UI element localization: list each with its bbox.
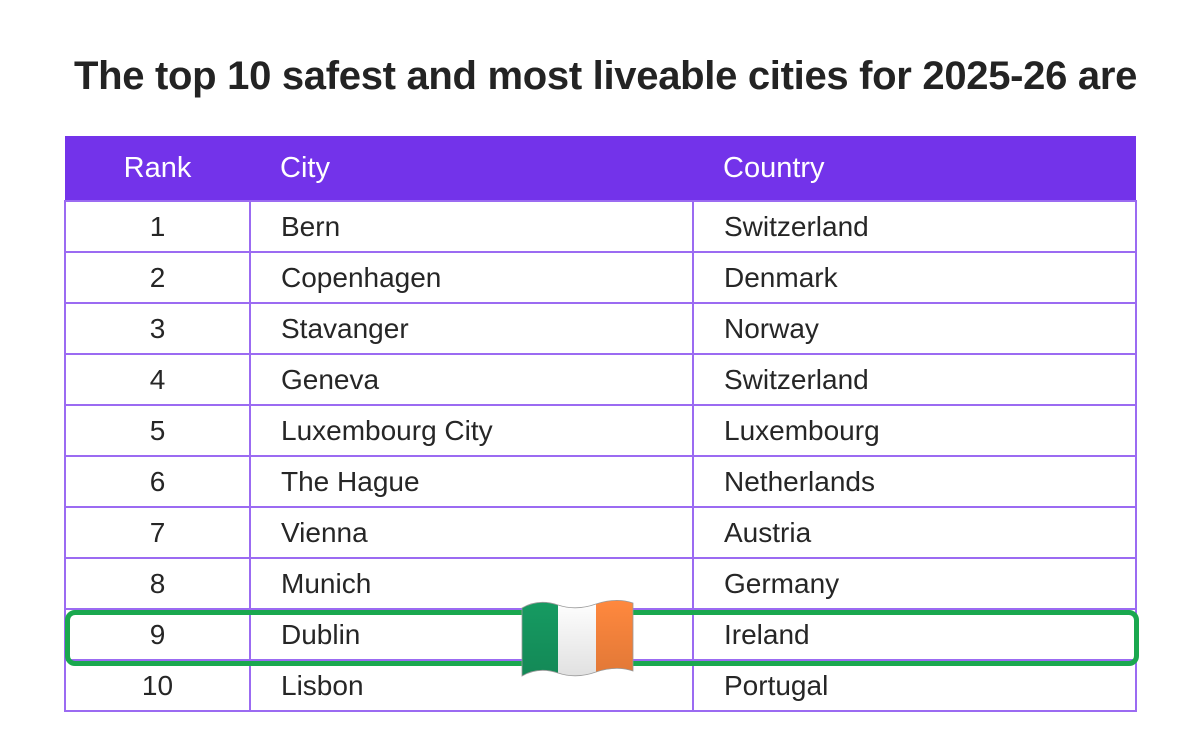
- table-row: 8 Munich Germany: [64, 557, 1137, 610]
- table-row: 3 Stavanger Norway: [64, 302, 1137, 355]
- country-cell: Ireland: [692, 608, 1137, 661]
- rankings-table: Rank City Country 1 Bern Switzerland 2 C…: [64, 136, 1137, 712]
- country-cell: Norway: [692, 302, 1137, 355]
- table-row: 7 Vienna Austria: [64, 506, 1137, 559]
- rank-cell: 3: [64, 302, 251, 355]
- city-cell: Luxembourg City: [249, 404, 694, 457]
- rank-cell: 7: [64, 506, 251, 559]
- table-row: 2 Copenhagen Denmark: [64, 251, 1137, 304]
- city-cell: Stavanger: [249, 302, 694, 355]
- rank-cell: 4: [64, 353, 251, 406]
- table-row: 1 Bern Switzerland: [64, 200, 1137, 253]
- country-cell: Germany: [692, 557, 1137, 610]
- country-cell: Austria: [692, 506, 1137, 559]
- column-header-rank: Rank: [123, 151, 192, 184]
- column-header-city: City: [280, 151, 330, 184]
- country-cell: Portugal: [692, 659, 1137, 712]
- city-cell: Munich: [249, 557, 694, 610]
- table-row-highlighted: 9 Dublin Ireland: [64, 608, 1137, 661]
- page-title: The top 10 safest and most liveable citi…: [74, 54, 1138, 98]
- country-cell: Luxembourg: [692, 404, 1137, 457]
- city-cell: Copenhagen: [249, 251, 694, 304]
- country-cell: Netherlands: [692, 455, 1137, 508]
- city-cell: The Hague: [249, 455, 694, 508]
- rank-cell: 8: [64, 557, 251, 610]
- city-cell: Dublin: [249, 608, 694, 661]
- country-cell: Switzerland: [692, 200, 1137, 253]
- table-row: 5 Luxembourg City Luxembourg: [64, 404, 1137, 457]
- rank-cell: 5: [64, 404, 251, 457]
- table-header-row: Rank City Country: [65, 136, 1136, 201]
- rank-cell: 9: [64, 608, 251, 661]
- city-cell: Geneva: [249, 353, 694, 406]
- country-cell: Denmark: [692, 251, 1137, 304]
- table-row: 6 The Hague Netherlands: [64, 455, 1137, 508]
- table-row: 10 Lisbon Portugal: [64, 659, 1137, 712]
- city-cell: Vienna: [249, 506, 694, 559]
- rank-cell: 6: [64, 455, 251, 508]
- rank-cell: 1: [64, 200, 251, 253]
- country-cell: Switzerland: [692, 353, 1137, 406]
- table-row: 4 Geneva Switzerland: [64, 353, 1137, 406]
- city-cell: Lisbon: [249, 659, 694, 712]
- rank-cell: 10: [64, 659, 251, 712]
- column-header-country: Country: [723, 151, 825, 184]
- rank-cell: 2: [64, 251, 251, 304]
- city-cell: Bern: [249, 200, 694, 253]
